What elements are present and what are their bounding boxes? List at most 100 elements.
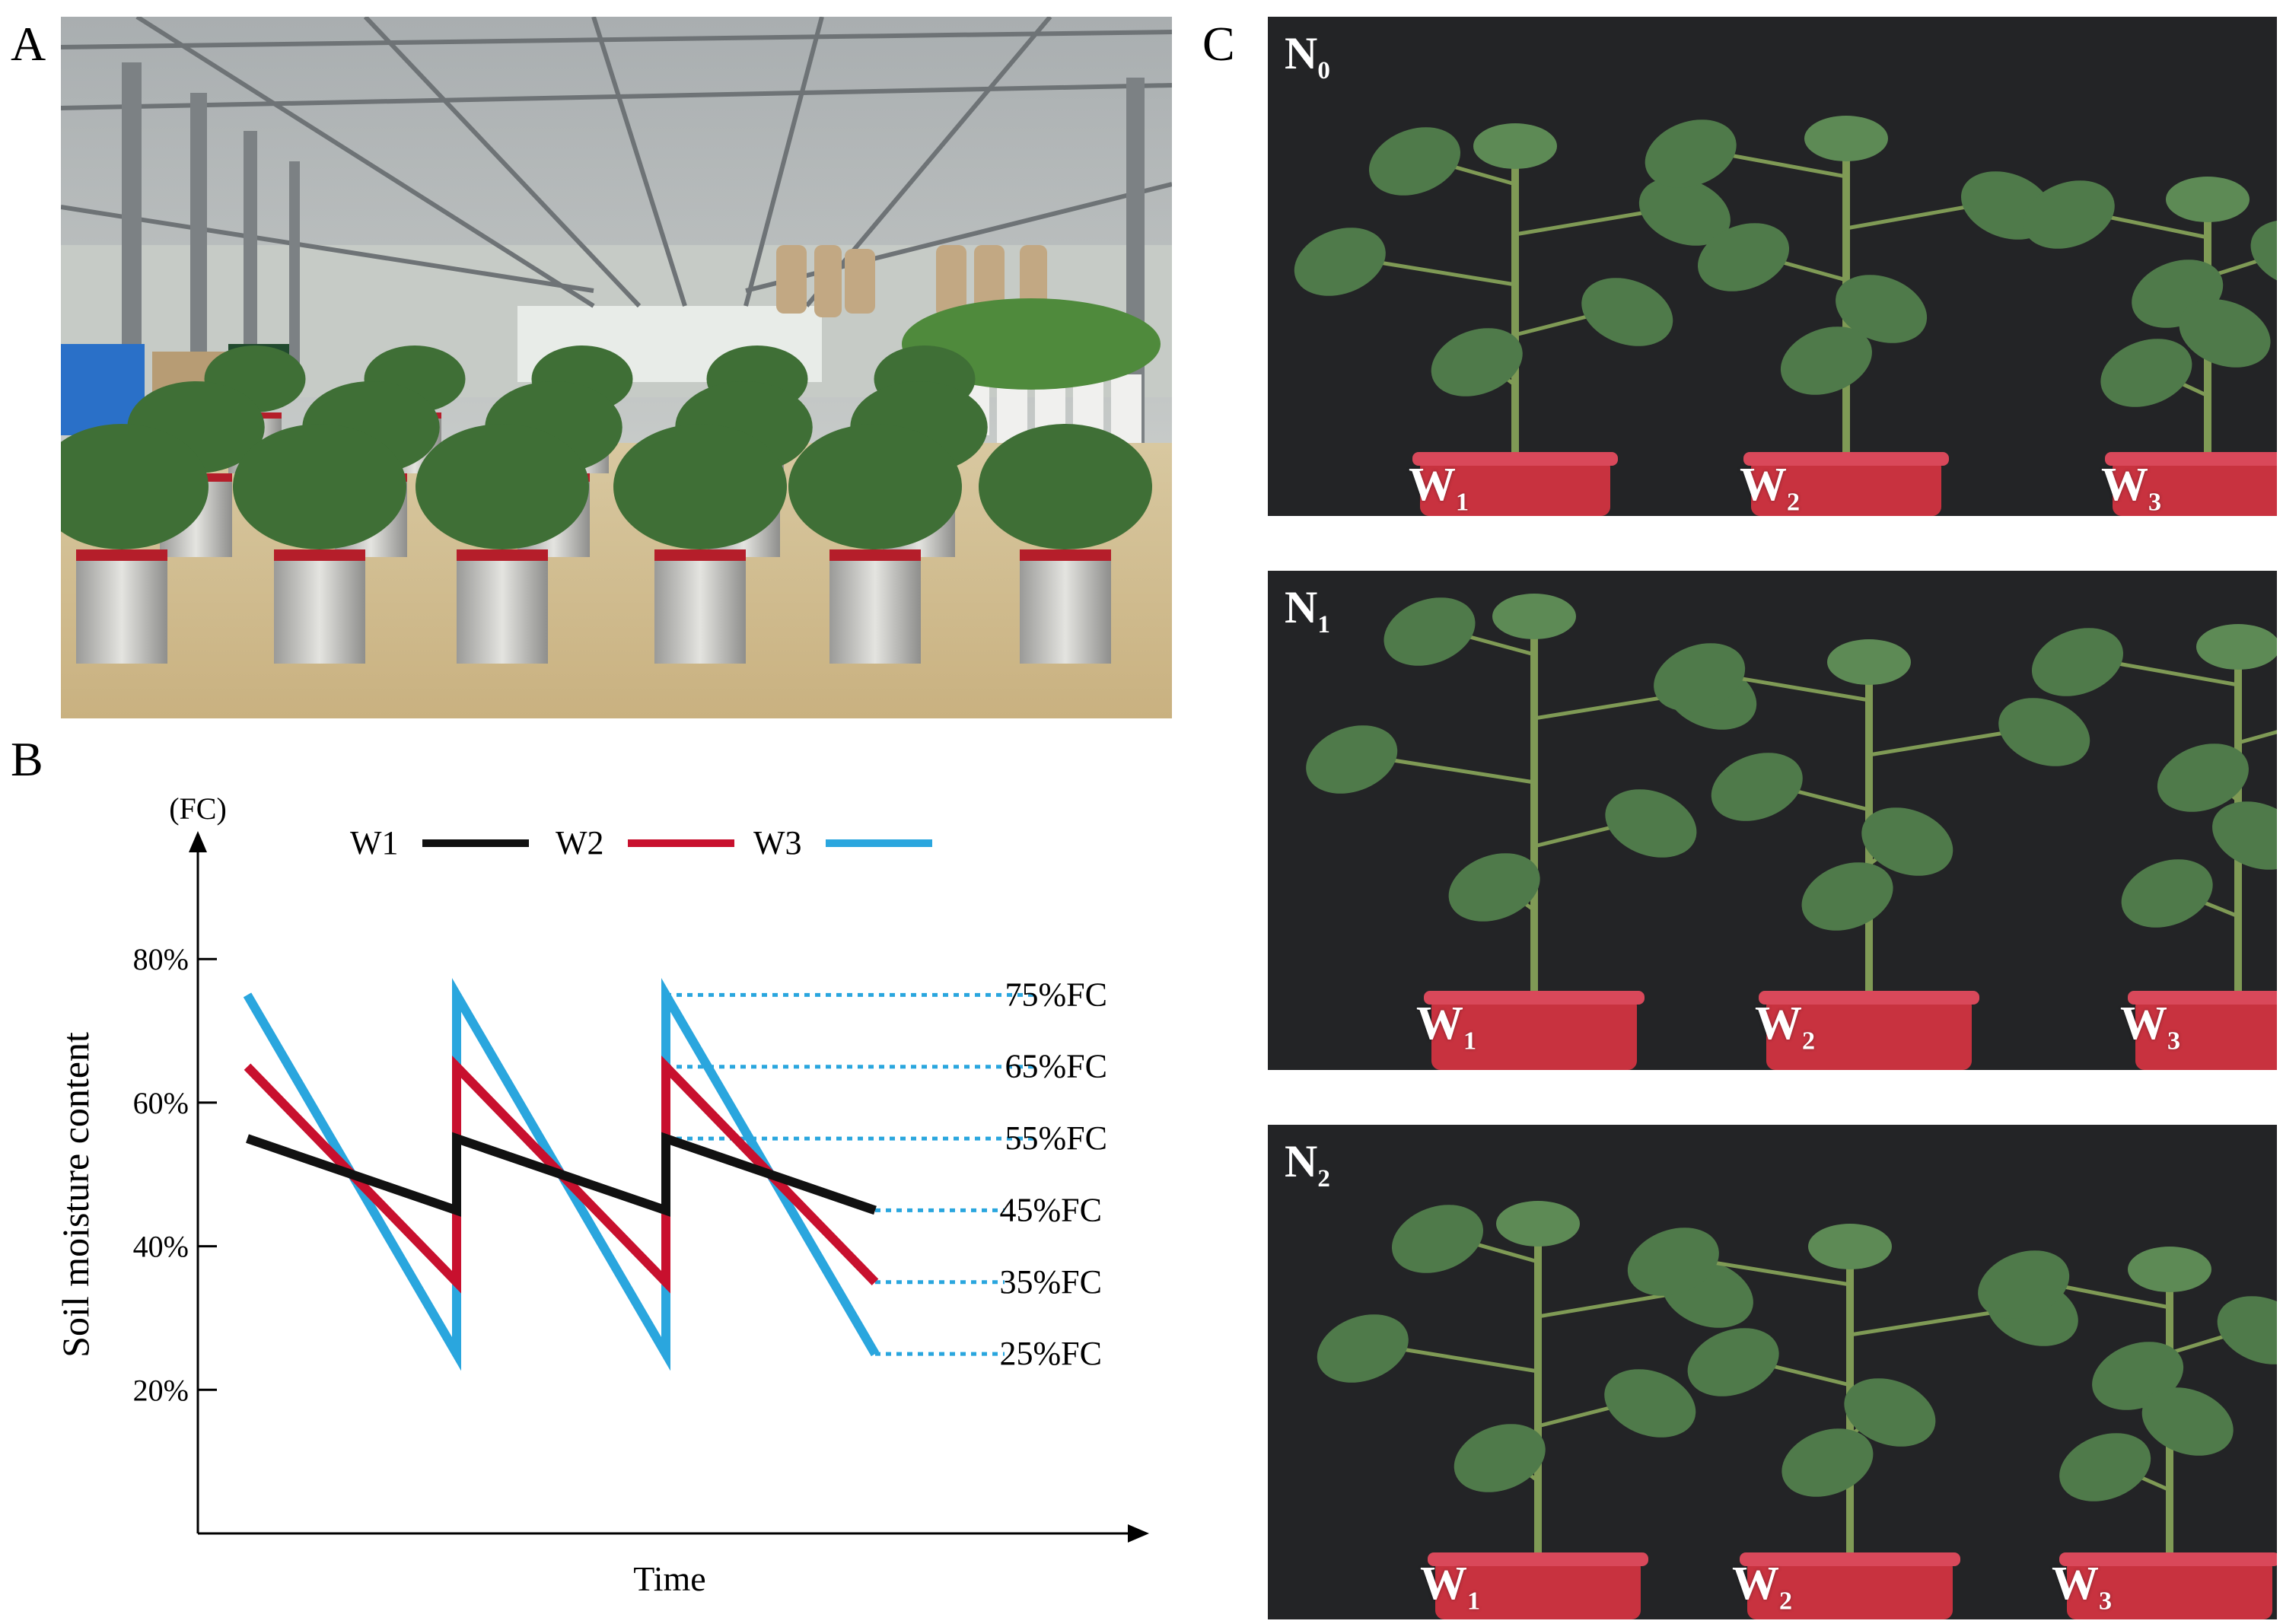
- petiole: [1387, 757, 1535, 785]
- leaf: [1698, 223, 1790, 291]
- pot: [829, 549, 921, 664]
- chart-svg: (FC) Time Soil moisture content 80% 60% 40…: [54, 791, 1149, 1598]
- leaf: [1804, 116, 1888, 161]
- leaf: [1627, 1228, 1719, 1296]
- pot-rim: [2105, 452, 2277, 466]
- leaf: [2100, 339, 2192, 407]
- leaf: [1492, 594, 1576, 639]
- x-axis-arrow: [1128, 1524, 1149, 1543]
- w-label-1: W1: [1416, 998, 1477, 1056]
- pot-rim: [457, 549, 548, 561]
- fc-annotation: 55%FC: [1005, 1119, 1107, 1157]
- y-tick-label: 60%: [133, 1086, 189, 1120]
- plants-illustration: [1306, 594, 2277, 1070]
- panel-label-b: B: [11, 732, 43, 786]
- leaf: [1448, 853, 1540, 922]
- leaf: [2121, 859, 2213, 928]
- pot-rim: [1759, 991, 1979, 1005]
- petiole: [1845, 203, 1976, 231]
- leaf: [2141, 1387, 2234, 1456]
- petiole: [1374, 260, 1516, 287]
- pot-rim: [1740, 1552, 1960, 1566]
- pot-rim: [829, 549, 921, 561]
- pot: [1747, 1559, 1953, 1619]
- legend-label-w2: W2: [556, 824, 604, 861]
- pot-rim: [1743, 452, 1949, 466]
- w-label-1: W1: [1420, 1558, 1481, 1616]
- leaf: [1645, 119, 1737, 188]
- leaf: [2023, 180, 2115, 249]
- leaf: [2059, 1433, 2151, 1501]
- petiole: [1849, 1310, 1997, 1337]
- leaf: [1801, 862, 1893, 931]
- leaf: [1383, 597, 1476, 666]
- pot: [654, 549, 746, 664]
- leaf: [2250, 220, 2277, 288]
- pot: [1431, 997, 1637, 1070]
- leaf: [1454, 1424, 1546, 1492]
- pot: [2135, 997, 2277, 1070]
- leaf: [1836, 275, 1928, 343]
- leaf: [1604, 1369, 1696, 1438]
- pot: [76, 549, 167, 664]
- w-label-3: W3: [2052, 1558, 2113, 1616]
- w-label-2: W2: [1755, 998, 1816, 1056]
- n-label: N1: [1285, 582, 1330, 638]
- leaf: [1808, 1224, 1892, 1269]
- pot-rim: [76, 549, 167, 561]
- pot-rim: [654, 549, 746, 561]
- leaf: [2128, 1247, 2211, 1292]
- leaf: [2031, 628, 2123, 696]
- pot-rim: [2128, 991, 2277, 1005]
- leaf: [1317, 1314, 1409, 1383]
- leaf: [1431, 328, 1523, 396]
- pot-rim: [1412, 452, 1618, 466]
- leaf: [2166, 177, 2250, 222]
- leaf: [1294, 228, 1386, 296]
- soil-moisture-chart: (FC) Time Soil moisture content 80% 60% 40…: [46, 776, 1157, 1613]
- legend-label-w1: W1: [350, 824, 399, 861]
- w-label-2: W2: [1732, 1558, 1793, 1616]
- leaf: [1978, 1250, 2070, 1319]
- leaf: [1687, 1328, 1779, 1396]
- leaf: [1638, 177, 1731, 246]
- fc-annotation: 25%FC: [1000, 1335, 1102, 1372]
- pot-rim: [1428, 1552, 1648, 1566]
- petiole: [1868, 730, 2010, 757]
- leaf: [2157, 744, 2249, 812]
- leaf: [1581, 278, 1673, 346]
- greenhouse-illustration: [61, 17, 1172, 718]
- leaf: [2179, 299, 2271, 368]
- pot: [274, 549, 365, 664]
- y-axis-label: Soil moisture content: [54, 1032, 97, 1358]
- w-label-3: W3: [2101, 459, 2162, 516]
- leaf: [1368, 127, 1461, 196]
- y-tick-label: 80%: [133, 942, 189, 976]
- pot: [457, 549, 548, 664]
- petiole: [2052, 1282, 2170, 1310]
- pot-rim: [1424, 991, 1645, 1005]
- leaf: [1496, 1201, 1580, 1247]
- pot: [1420, 458, 1610, 516]
- legend-label-w3: W3: [753, 824, 802, 861]
- plant-foliage: [416, 424, 589, 549]
- y-tick-label: 20%: [133, 1373, 189, 1407]
- plant-photo-n0: N0 W1 W2 W3: [1268, 17, 2277, 516]
- pot: [2113, 458, 2277, 516]
- n-label: N2: [1285, 1136, 1330, 1193]
- pot: [1766, 997, 1972, 1070]
- leaf: [1780, 326, 1872, 395]
- y-axis-arrow: [189, 831, 207, 852]
- petiole: [1514, 209, 1651, 237]
- y-tick-label: 40%: [133, 1230, 189, 1264]
- pot-rim: [1020, 549, 1111, 561]
- w-label-2: W2: [1740, 459, 1801, 516]
- y-unit: (FC): [169, 791, 227, 826]
- leaf: [1782, 1428, 1874, 1497]
- plant-foliage: [979, 424, 1152, 549]
- petiole: [1533, 693, 1676, 721]
- pot-rim: [2059, 1552, 2277, 1566]
- fc-annotation: 65%FC: [1005, 1048, 1107, 1085]
- series-line-w1: [246, 1132, 877, 1217]
- leaf: [1998, 698, 2090, 766]
